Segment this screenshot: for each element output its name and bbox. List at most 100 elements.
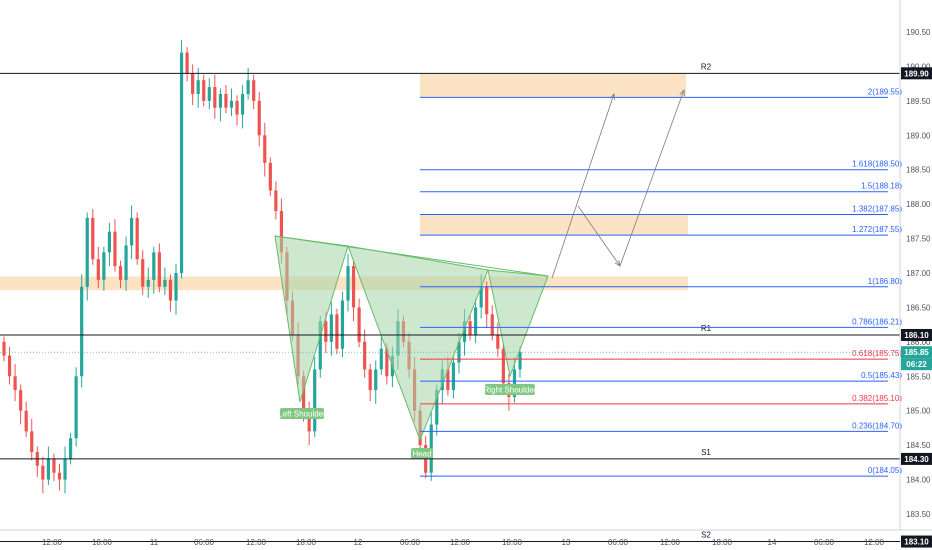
- pattern-label-text: Left Shoulder: [278, 410, 326, 419]
- candle-body: [202, 80, 206, 101]
- candle: [191, 64, 195, 105]
- pattern-label: Right Shoulder: [484, 384, 537, 395]
- price-tag-text: 189.90: [904, 69, 929, 78]
- fib-label: 1.382(187.85): [852, 204, 902, 213]
- candle-body: [252, 80, 256, 101]
- sr-label: S2: [701, 531, 711, 540]
- candle-body: [313, 369, 317, 432]
- candle-body: [146, 279, 150, 287]
- price-tag-bg: [901, 67, 932, 80]
- candle-body: [218, 93, 222, 108]
- candle: [363, 329, 367, 378]
- candle-body: [13, 376, 17, 391]
- candle-body: [446, 369, 450, 391]
- candle-body: [74, 376, 78, 439]
- pattern-label-bg: [280, 408, 324, 419]
- price-tick-label: 185.50: [906, 372, 931, 381]
- pattern-label-bg: [411, 448, 433, 459]
- time-tick-label: 11: [150, 538, 159, 547]
- candle: [107, 222, 112, 267]
- candle: [368, 363, 372, 402]
- candle: [229, 88, 234, 117]
- price-tick-label: 189.50: [906, 97, 931, 106]
- candle-body: [7, 355, 12, 377]
- price-tag-bg: [901, 358, 932, 371]
- candle: [118, 260, 123, 289]
- fib-label: 0.5(185.43): [861, 371, 902, 380]
- candle-body: [374, 369, 378, 391]
- candle-body: [41, 465, 45, 480]
- candle: [146, 267, 150, 298]
- candle: [268, 157, 272, 196]
- candle: [152, 246, 156, 294]
- candle-body: [302, 376, 306, 411]
- time-tick-label: 18:00: [296, 538, 317, 547]
- candle-body: [335, 314, 339, 349]
- candle: [379, 336, 383, 375]
- time-tick-label: 06:00: [194, 538, 215, 547]
- candle: [218, 88, 222, 122]
- candle-body: [268, 162, 272, 191]
- price-tick-label: 187.50: [906, 235, 931, 244]
- candle-body: [318, 321, 322, 370]
- candle-body: [462, 321, 467, 342]
- candle: [274, 181, 278, 220]
- candle: [179, 40, 184, 279]
- candle: [357, 298, 361, 348]
- candle-body: [124, 245, 128, 280]
- candle-body: [174, 273, 178, 301]
- price-tick-label: 183.50: [906, 510, 931, 519]
- candle-body: [496, 334, 500, 349]
- candle-body: [324, 321, 328, 342]
- candle-body: [279, 211, 284, 253]
- candle-body: [24, 410, 28, 432]
- candle: [313, 357, 317, 437]
- candle-body: [30, 431, 34, 453]
- candle-body: [113, 231, 117, 267]
- candle: [52, 453, 56, 481]
- candle-body: [107, 231, 112, 253]
- candle: [429, 412, 433, 481]
- fib-label: 0.786(186.21): [852, 317, 902, 326]
- candle: [346, 253, 350, 312]
- neckline: [274, 235, 549, 277]
- candle-body: [485, 286, 489, 315]
- candle-body: [80, 286, 84, 377]
- candle: [340, 291, 345, 358]
- candle-body: [351, 266, 356, 308]
- candle: [246, 67, 250, 100]
- candle-body: [501, 348, 505, 384]
- candle: [91, 208, 95, 265]
- candle-body: [468, 321, 472, 335]
- candle-body: [518, 352, 522, 370]
- projection-arrow-direct-head: [609, 93, 615, 101]
- candle-body: [235, 100, 239, 115]
- candle-body: [246, 80, 250, 94]
- candle: [240, 85, 245, 129]
- price-tag-text: 184.30: [904, 455, 929, 464]
- candle-body: [340, 300, 345, 349]
- candle-body: [257, 100, 261, 136]
- sr-label: S1: [701, 448, 711, 457]
- candle-body: [368, 369, 372, 391]
- pattern-label-text: Right Shoulder: [484, 386, 537, 395]
- candle-body: [19, 390, 23, 411]
- candle-body: [451, 362, 456, 391]
- sr-label: R2: [701, 62, 712, 71]
- time-tick-label: 14: [768, 538, 777, 547]
- candle: [85, 212, 89, 301]
- price-tag-text: 185.85: [904, 348, 929, 357]
- head-triangle: [347, 245, 489, 442]
- price-tag: 189.90: [901, 67, 932, 80]
- candle: [485, 281, 489, 329]
- time-tick-label: 12:00: [450, 538, 471, 547]
- candle-body: [196, 80, 200, 94]
- candle-body: [2, 341, 6, 356]
- candle: [207, 78, 211, 110]
- candle: [496, 322, 500, 358]
- candle-body: [457, 341, 461, 363]
- candle-body: [474, 307, 478, 335]
- candle-body: [135, 217, 139, 260]
- candle: [130, 205, 134, 260]
